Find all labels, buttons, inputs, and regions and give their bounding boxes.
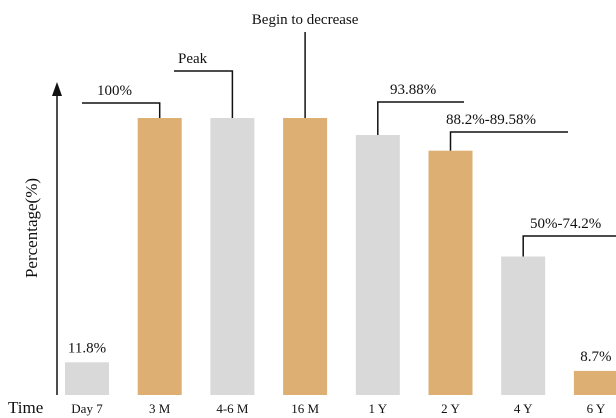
y-axis-label: Percentage(%) xyxy=(22,178,41,278)
annotation-100: 100% xyxy=(97,83,132,99)
bar-2-y xyxy=(428,150,473,395)
annotation-50-74-2: 50%-74.2% xyxy=(530,216,601,232)
data-label-6-y: 8.7% xyxy=(580,349,611,365)
annotation-peak: Peak xyxy=(178,51,208,67)
x-tick-label-2-y: 2 Y xyxy=(441,401,460,416)
annotation-93-88: 93.88% xyxy=(390,82,436,98)
annotation-brackets-group xyxy=(82,32,616,257)
x-tick-label-3-m: 3 M xyxy=(149,401,171,416)
bracket-4-6-m xyxy=(174,70,234,118)
annotation-begin-to-decrease: Begin to decrease xyxy=(252,12,359,28)
bar-4-y xyxy=(501,256,546,395)
bar-1-y xyxy=(355,135,400,395)
bracket-2-y xyxy=(449,131,568,151)
annotation-88-2-89-58: 88.2%-89.58% xyxy=(446,112,536,128)
y-axis-arrow xyxy=(52,82,62,96)
x-tick-label-4-y: 4 Y xyxy=(514,401,533,416)
x-tick-label-16-m: 16 M xyxy=(291,401,319,416)
x-tick-label-4-6-m: 4-6 M xyxy=(216,401,249,416)
data-label-day-7: 11.8% xyxy=(68,340,106,356)
bar-4-6-m xyxy=(210,118,255,395)
annotation-labels-group: 11.8% 100% Peak Begin to decrease 93.88% 88.2… xyxy=(68,12,612,365)
x-tick-label-1-y: 1 Y xyxy=(368,401,387,416)
bracket-3-m xyxy=(82,102,161,118)
x-tick-label-day-7: Day 7 xyxy=(71,401,103,416)
bracket-4-y xyxy=(522,235,616,257)
x-tick-labels-group: Day 7 3 M 4-6 M 16 M 1 Y 2 Y 4 Y 6 Y xyxy=(71,401,606,416)
bar-16-m xyxy=(283,118,328,395)
bar-day-7 xyxy=(65,362,109,395)
x-axis-label: Time xyxy=(8,398,43,417)
bar-6-y xyxy=(573,370,616,395)
x-tick-label-6-y: 6 Y xyxy=(587,401,606,416)
bracket-1-y xyxy=(377,101,464,135)
bar-3-m xyxy=(137,118,182,395)
bars-group xyxy=(65,118,616,395)
